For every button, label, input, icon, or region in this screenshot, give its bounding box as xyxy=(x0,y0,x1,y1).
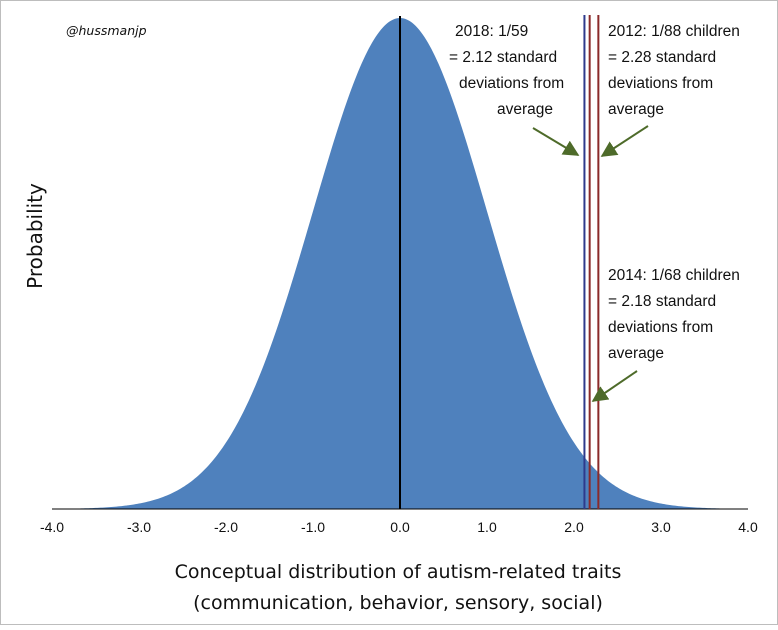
annotation-2012: 2012: 1/88 children = 2.28 standard devi… xyxy=(608,23,740,118)
x-tick-label: -1.0 xyxy=(301,519,325,535)
x-tick-label: -2.0 xyxy=(214,519,238,535)
annotation-2014-line4: average xyxy=(608,345,664,362)
x-tick-label: 4.0 xyxy=(738,519,758,535)
annotation-2014: 2014: 1/68 children = 2.18 standard devi… xyxy=(608,267,740,362)
annotation-2014-line2: = 2.18 standard xyxy=(608,293,716,310)
annotation-2014-line1: 2014: 1/68 children xyxy=(608,267,740,284)
annotation-2018-line1: 2018: 1/59 xyxy=(455,23,528,40)
annotation-2012-line2: = 2.28 standard xyxy=(608,49,716,66)
annotation-2012-line3: deviations from xyxy=(608,75,713,92)
credit-text: @hussmanjp xyxy=(66,23,147,38)
arrow-2014 xyxy=(591,370,638,402)
x-tick-labels: -4.0 -3.0 -2.0 -1.0 0.0 1.0 2.0 3.0 4.0 xyxy=(40,519,758,535)
x-tick-label: 0.0 xyxy=(390,519,410,535)
annotation-2018-line3: deviations from xyxy=(459,75,564,92)
x-tick-label: -4.0 xyxy=(40,519,64,535)
x-axis-label-line1: Conceptual distribution of autism-relate… xyxy=(175,561,622,583)
annotation-2012-line4: average xyxy=(608,101,664,118)
annotation-2018: 2018: 1/59 = 2.12 standard deviations fr… xyxy=(449,23,564,118)
annotation-2018-line4: average xyxy=(497,101,553,118)
y-axis-label: Probability xyxy=(23,183,47,289)
x-tick-label: 2.0 xyxy=(564,519,584,535)
arrow-2018 xyxy=(532,127,580,156)
arrow-2012 xyxy=(600,125,649,157)
x-tick-label: 1.0 xyxy=(477,519,497,535)
x-axis-label-line2: (communication, behavior, sensory, socia… xyxy=(193,592,603,614)
x-tick-label: -3.0 xyxy=(127,519,151,535)
x-tick-label: 3.0 xyxy=(651,519,671,535)
annotation-2012-line1: 2012: 1/88 children xyxy=(608,23,740,40)
annotation-2014-line3: deviations from xyxy=(608,319,713,336)
annotation-2018-line2: = 2.12 standard xyxy=(449,49,557,66)
